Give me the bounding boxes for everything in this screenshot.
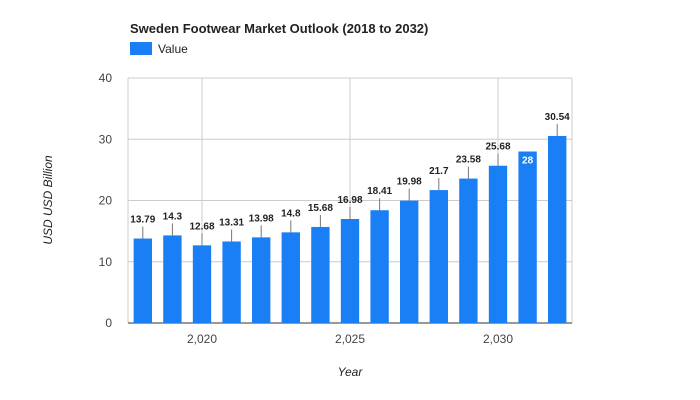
y-axis-label: USD USD Billion xyxy=(41,155,55,245)
bar-2023[interactable] xyxy=(281,232,300,323)
data-label-2032: 30.54 xyxy=(545,112,570,123)
data-labels: 13.79 14.3 12.68 13.31 13.98 14.8 15.68 16.98 18… xyxy=(130,112,570,246)
data-label-2030: 25.68 xyxy=(485,142,510,153)
bar-2024[interactable] xyxy=(311,226,330,323)
bar-2018[interactable] xyxy=(133,238,152,323)
bar-2031[interactable] xyxy=(518,151,537,324)
x-axis-ticks: 2,020 2,025 2,030 xyxy=(187,332,513,346)
data-label-2022: 13.98 xyxy=(249,213,274,224)
chart-title: Sweden Footwear Market Outlook (2018 to … xyxy=(130,21,428,36)
data-label-2024: 15.68 xyxy=(308,203,333,214)
data-label-2029: 23.58 xyxy=(456,155,481,166)
x-axis-label: Year xyxy=(338,365,364,379)
x-tick-label-1: 2,025 xyxy=(335,332,365,346)
data-label-2019: 14.3 xyxy=(163,211,183,222)
bar-2026[interactable] xyxy=(370,210,389,323)
y-tick-label-1: 10 xyxy=(99,255,113,269)
data-label-2023: 14.8 xyxy=(281,208,301,219)
data-label-2027: 19.98 xyxy=(397,177,422,188)
bar-2019[interactable] xyxy=(163,235,182,323)
y-axis-ticks: 0 10 20 30 40 xyxy=(99,71,113,330)
bar-2021[interactable] xyxy=(222,241,241,323)
data-label-2018: 13.79 xyxy=(130,215,155,226)
bar-2027[interactable] xyxy=(400,200,419,323)
data-label-2028: 21.7 xyxy=(429,166,449,177)
x-tick-label-2: 2,030 xyxy=(483,332,513,346)
bar-2025[interactable] xyxy=(340,218,360,323)
bar-2029[interactable] xyxy=(459,178,478,323)
data-label-2031: 28 xyxy=(522,156,534,167)
data-label-2025: 16.98 xyxy=(337,195,362,206)
y-tick-label-0: 0 xyxy=(105,316,112,330)
bars xyxy=(133,135,567,324)
x-tick-label-0: 2,020 xyxy=(187,332,217,346)
bar-2030[interactable] xyxy=(488,165,508,323)
data-label-2021: 13.31 xyxy=(219,217,244,228)
bar-2020[interactable] xyxy=(192,245,212,323)
data-label-2026: 18.41 xyxy=(367,186,392,197)
y-tick-label-4: 40 xyxy=(99,71,113,85)
bar-2028[interactable] xyxy=(429,190,448,323)
bar-2022[interactable] xyxy=(252,237,271,323)
legend[interactable]: Value xyxy=(130,42,188,56)
legend-swatch-value xyxy=(130,42,152,55)
data-label-2020: 12.68 xyxy=(189,221,214,232)
y-tick-label-3: 30 xyxy=(99,132,113,146)
bar-2032[interactable] xyxy=(548,135,567,323)
legend-label-value: Value xyxy=(158,42,188,56)
y-tick-label-2: 20 xyxy=(99,194,113,208)
